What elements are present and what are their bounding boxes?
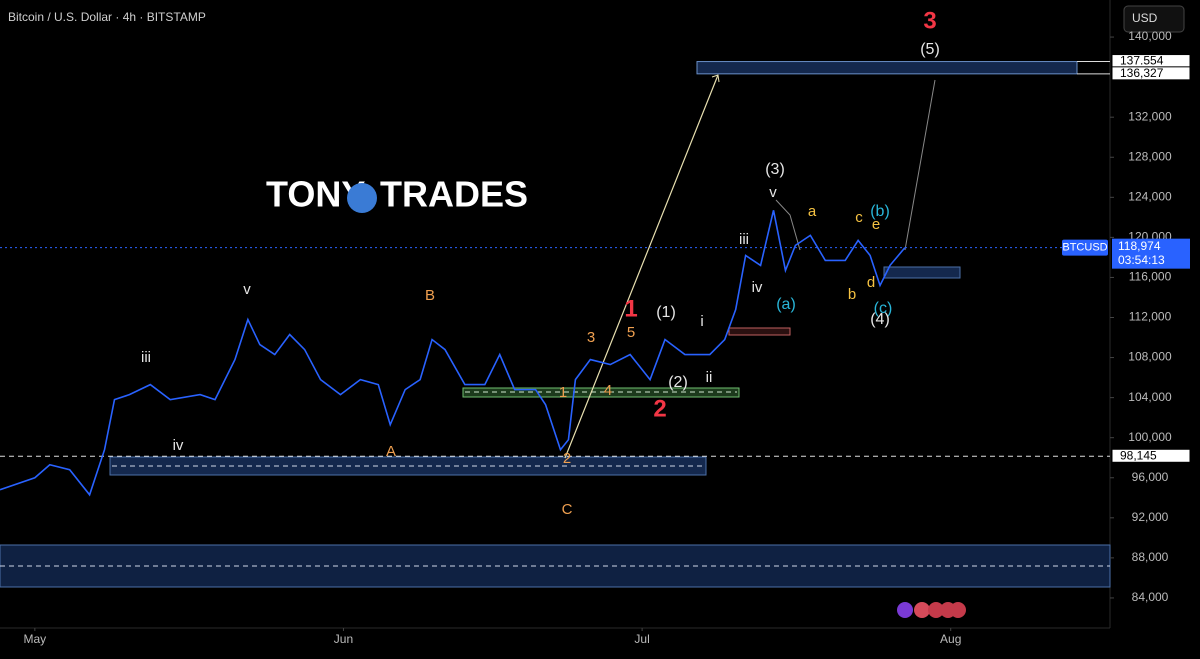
wave-label: b (848, 286, 856, 303)
wave-label: A (386, 443, 396, 460)
currency-button[interactable] (1123, 5, 1185, 33)
last-price-box (1112, 238, 1190, 269)
wave-label: iii (141, 349, 151, 366)
y-tick-label: 116,000 (1129, 270, 1172, 284)
arrow-head (711, 74, 720, 83)
watermark: TRADES (380, 174, 528, 215)
price-label-box (1111, 66, 1191, 81)
wave-label: (2) (668, 374, 688, 391)
wave-label: 3 (923, 7, 936, 34)
support-zone (883, 266, 961, 279)
wave-label: C (562, 501, 573, 518)
wave-label: (4) (870, 311, 890, 328)
wave-label: 2 (653, 395, 666, 422)
wave-label: c (855, 209, 863, 226)
wave-label: iii (739, 231, 749, 248)
y-tick-label: 140,000 (1128, 29, 1172, 43)
last-price-label: 118,974 (1118, 239, 1161, 253)
wave-label: (b) (870, 203, 890, 220)
wave-label: (c) (874, 300, 893, 317)
wave-label: e (872, 216, 880, 233)
projection-arrow (564, 74, 719, 459)
y-tick-label: 104,000 (1128, 390, 1172, 404)
symbol-label: BTCUSD (1062, 242, 1107, 254)
countdown-label: 03:54:13 (1118, 253, 1165, 267)
x-tick-label: Jun (334, 632, 353, 646)
y-tick-label: 100,000 (1128, 430, 1172, 444)
x-tick-label: Aug (940, 632, 961, 646)
symbol-tag (1062, 239, 1108, 256)
wave-label: 1 (624, 295, 637, 322)
bottom-icons[interactable] (897, 602, 966, 618)
price-label: 137.554 (1120, 54, 1164, 68)
chart-title: Bitcoin / U.S. Dollar · 4h · BITSTAMP (8, 10, 206, 24)
wave-label: 1 (559, 384, 567, 401)
y-tick-label: 88,000 (1132, 550, 1169, 564)
wave-label: d (867, 274, 875, 291)
y-tick-label: 124,000 (1128, 189, 1172, 203)
wave-label: B (425, 287, 435, 304)
wave-label: (a) (776, 296, 796, 313)
y-tick-label: 96,000 (1132, 470, 1169, 484)
wave-label: (3) (765, 161, 785, 178)
wave-label: iv (173, 437, 184, 454)
wave-label: i (700, 313, 703, 330)
price-label: 136,327 (1120, 66, 1164, 80)
wave-label: (1) (656, 304, 676, 321)
price-label: 98,145 (1120, 448, 1157, 462)
currency-label: USD (1132, 11, 1158, 25)
path-sketch (775, 79, 936, 251)
wave-label: 2 (563, 450, 571, 467)
wave-label: iv (752, 279, 763, 296)
x-tick-label: May (24, 632, 47, 646)
wave-label: v (769, 184, 777, 201)
price-line (0, 210, 906, 497)
x-tick-label: Jul (634, 632, 649, 646)
y-tick-label: 128,000 (1128, 149, 1172, 163)
y-tick-label: 108,000 (1128, 350, 1172, 364)
wave-label: (5) (920, 41, 940, 58)
y-tick-label: 84,000 (1132, 590, 1169, 604)
y-tick-label: 92,000 (1132, 510, 1169, 524)
brain-icon (347, 183, 377, 213)
y-tick-label: 112,000 (1129, 310, 1172, 324)
wave-label: 3 (587, 329, 595, 346)
target-zone (696, 61, 1078, 75)
wave-label: 5 (627, 324, 635, 341)
support-zone (109, 456, 707, 476)
wave-label: v (243, 281, 251, 298)
y-tick-label: 132,000 (1128, 109, 1172, 123)
wave-label: ii (706, 369, 713, 386)
wave-label: 4 (604, 382, 612, 399)
resistance-zone (728, 327, 791, 336)
wave-label: a (808, 203, 817, 220)
price-label-box (1111, 448, 1191, 463)
